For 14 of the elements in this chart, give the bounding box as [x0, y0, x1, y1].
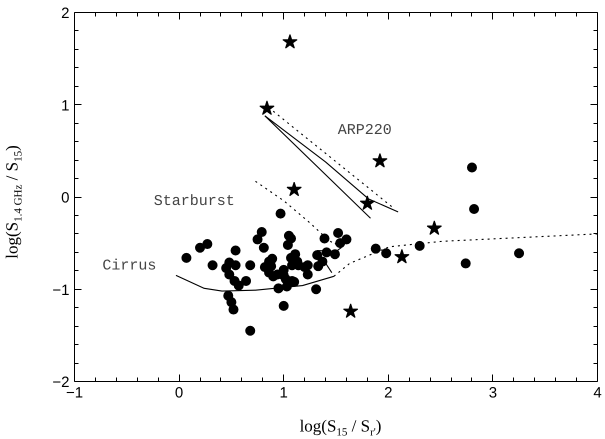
x-tick-label: 4 [593, 384, 602, 402]
y-tick-label: −1 [52, 282, 70, 299]
x-tick-label: 3 [488, 384, 498, 402]
y-tick-label: −2 [52, 374, 70, 391]
annotation: Cirrus [102, 258, 156, 275]
y-tick-label: 0 [61, 190, 70, 206]
annotation: ARP220 [338, 122, 392, 140]
y-tick-label: 1 [61, 97, 70, 114]
y-tick-label: 2 [61, 5, 70, 22]
annotation: Starburst [154, 192, 235, 210]
x-axis-title: log(S$_{15}$ / S$_{r'}$) [300, 416, 382, 439]
x-tick-label: 1 [280, 384, 288, 402]
x-tick-label: 0 [174, 384, 184, 402]
x-tick-label: 2 [384, 384, 392, 402]
